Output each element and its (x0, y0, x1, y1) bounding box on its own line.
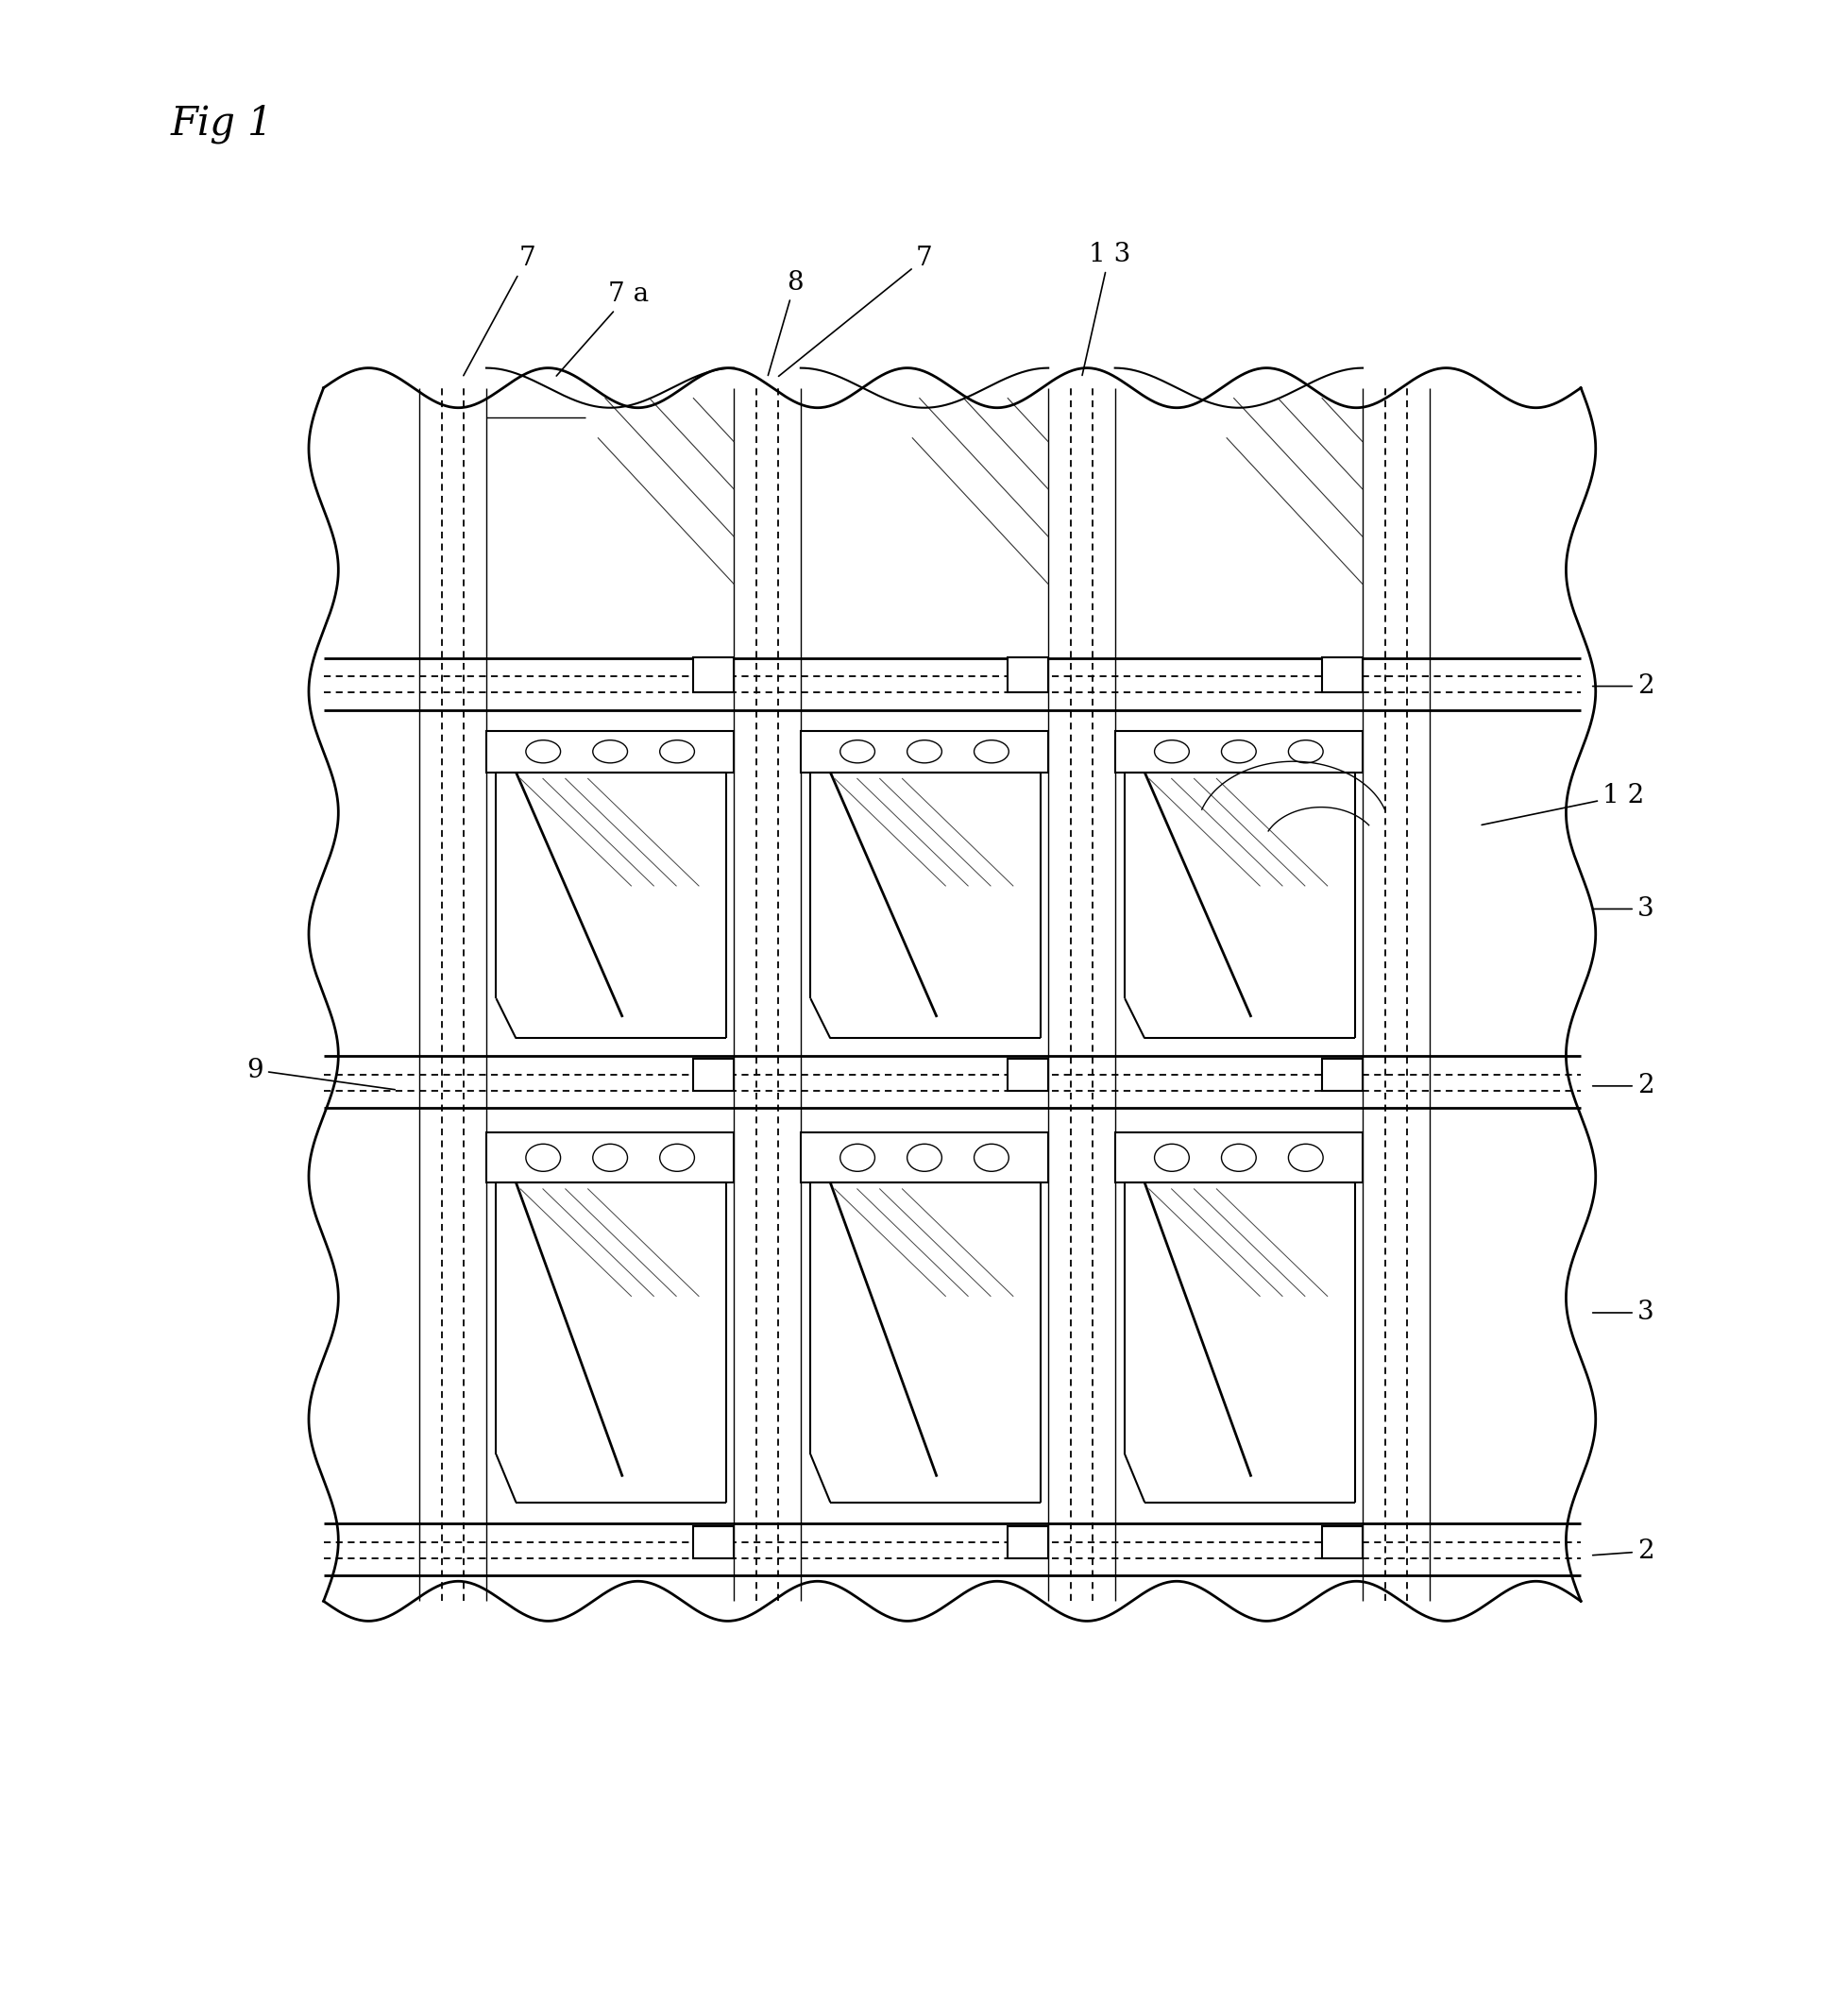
Text: 7: 7 (778, 247, 933, 376)
Text: 2: 2 (1591, 1539, 1654, 1563)
Bar (693, 1058, 734, 1090)
Text: 1 2: 1 2 (1480, 784, 1643, 825)
Text: 2: 2 (1591, 1074, 1654, 1098)
Bar (486, 1134, 734, 1183)
Bar (486, 730, 734, 772)
Ellipse shape (1222, 1144, 1255, 1172)
Ellipse shape (839, 740, 874, 764)
Text: 9: 9 (246, 1058, 395, 1090)
Ellipse shape (1153, 1144, 1188, 1172)
Ellipse shape (660, 1144, 695, 1172)
Ellipse shape (974, 1144, 1009, 1172)
Ellipse shape (1222, 740, 1255, 764)
Ellipse shape (660, 740, 695, 764)
Ellipse shape (1288, 1144, 1323, 1172)
Ellipse shape (839, 1144, 874, 1172)
Text: 3: 3 (1591, 1301, 1654, 1325)
Text: 8: 8 (767, 271, 804, 376)
Text: 2: 2 (1591, 674, 1654, 698)
Bar (693, 656, 734, 692)
Ellipse shape (1153, 740, 1188, 764)
Text: 3: 3 (1591, 897, 1654, 921)
Bar (1321, 1526, 1362, 1557)
Bar (1114, 730, 1362, 772)
Bar (1321, 1058, 1362, 1090)
Ellipse shape (1288, 740, 1323, 764)
Bar (1321, 656, 1362, 692)
Ellipse shape (525, 740, 560, 764)
Bar (1114, 1134, 1362, 1183)
Ellipse shape (907, 740, 941, 764)
Ellipse shape (974, 740, 1009, 764)
Ellipse shape (525, 1144, 560, 1172)
Bar (1007, 1058, 1048, 1090)
Text: 1 3: 1 3 (1081, 243, 1129, 376)
Text: 7 a: 7 a (556, 282, 649, 376)
Bar (1007, 656, 1048, 692)
Bar (800, 730, 1048, 772)
Ellipse shape (593, 1144, 626, 1172)
Bar (800, 1134, 1048, 1183)
Bar (1007, 1526, 1048, 1557)
Text: Fig 1: Fig 1 (170, 103, 272, 143)
Ellipse shape (593, 740, 626, 764)
Ellipse shape (907, 1144, 941, 1172)
Bar (693, 1526, 734, 1557)
Text: 7: 7 (464, 247, 536, 376)
